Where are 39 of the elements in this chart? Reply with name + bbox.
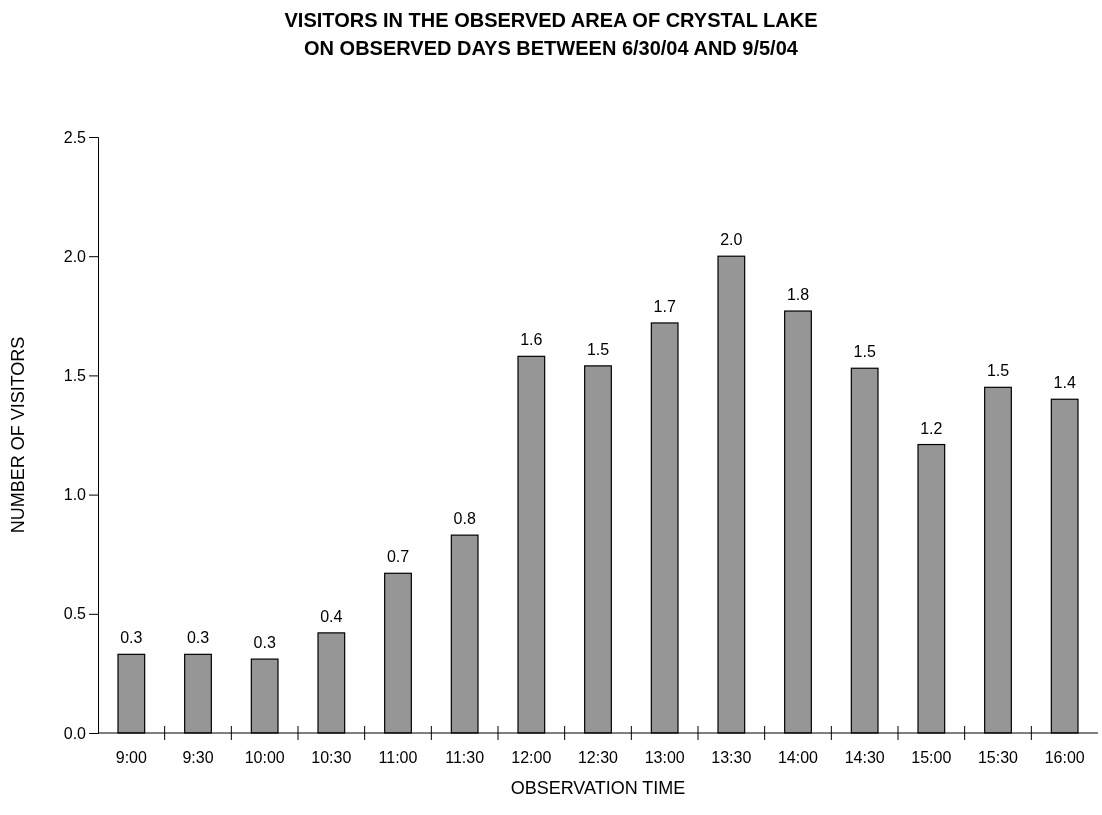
x-axis-title: OBSERVATION TIME — [510, 778, 686, 798]
data-label: 1.5 — [586, 340, 610, 358]
x-tick-label: 9:00 — [115, 749, 148, 766]
y-axis-title: NUMBER OF VISITORS — [8, 336, 28, 534]
y-tick-label: 1.0 — [63, 486, 87, 504]
data-label: 1.8 — [786, 286, 810, 304]
x-tick-label: 13:00 — [644, 749, 685, 766]
x-tick-label: 15:30 — [977, 749, 1019, 766]
x-tick-label: 9:30 — [182, 749, 214, 766]
data-label: 2.0 — [720, 231, 743, 249]
x-tick-label: 11:00 — [378, 749, 418, 766]
data-label: 0.3 — [186, 629, 210, 647]
x-tick-label: 10:00 — [244, 749, 285, 766]
y-tick-label: 2.5 — [63, 128, 87, 146]
x-tick-label: 12:00 — [511, 749, 552, 766]
y-tick-label: 0.0 — [63, 724, 87, 742]
y-tick-label: 0.5 — [63, 605, 87, 623]
x-tick-label: 10:30 — [311, 749, 352, 766]
data-label: 1.5 — [853, 343, 876, 361]
x-tick-label: 11:30 — [445, 749, 485, 766]
data-label: 1.2 — [920, 419, 943, 437]
y-tick-label: 2.0 — [63, 247, 87, 265]
x-tick-label: 16:00 — [1044, 749, 1085, 766]
x-tick-label: 14:00 — [777, 749, 819, 766]
data-label: 0.3 — [253, 634, 276, 652]
data-label: 0.8 — [453, 510, 476, 528]
x-tick-label: 15:00 — [911, 749, 952, 766]
data-label: 0.3 — [120, 629, 143, 647]
chart-title: VISITORS IN THE OBSERVED AREA OF CRYSTAL LAKE ON OBSERVED DAYS BETWEEN 6/30/04 AND 9/5/04 — [284, 9, 818, 59]
data-label: 0.7 — [386, 548, 410, 566]
data-label: 1.4 — [1053, 374, 1076, 392]
y-tick-label: 1.5 — [63, 367, 87, 385]
x-tick-label: 12:30 — [577, 749, 619, 766]
x-tick-label: 14:30 — [844, 749, 885, 766]
data-label: 1.5 — [986, 362, 1010, 380]
data-label: 0.4 — [320, 607, 343, 625]
x-tick-label: 13:30 — [711, 749, 752, 766]
data-label: 1.7 — [653, 297, 676, 315]
data-label: 1.6 — [520, 331, 543, 349]
